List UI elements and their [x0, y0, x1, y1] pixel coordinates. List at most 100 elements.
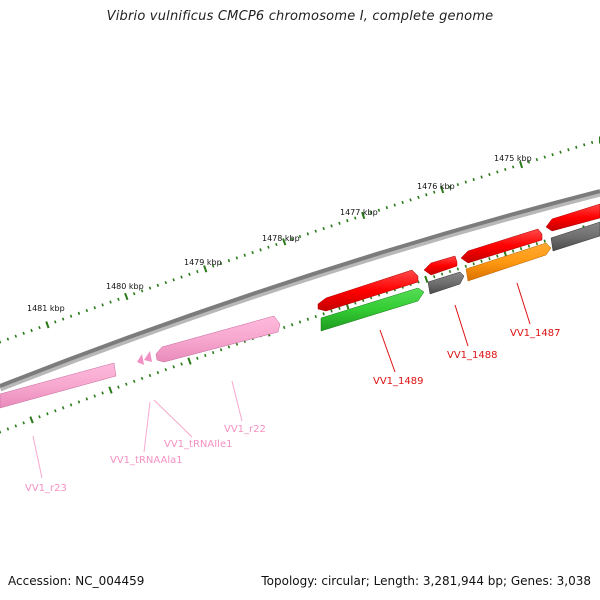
ruler-minor-tick [527, 160, 531, 164]
ruler-minor-tick [543, 155, 546, 159]
ruler-minor-tick [196, 270, 199, 274]
tick-label-1475: 1475 kbp [494, 154, 532, 163]
tick-label-1477: 1477 kbp [340, 208, 378, 217]
ruler-minor-tick [559, 150, 562, 154]
ruler-minor-tick [180, 362, 183, 366]
gene-arrow-gray-small[interactable] [427, 271, 465, 295]
ruler-minor-tick [235, 342, 239, 346]
leader-vv1-r22 [231, 380, 243, 422]
ruler-minor-tick [30, 328, 33, 333]
ruler-minor-tick [227, 259, 231, 263]
trna-arrow-vv1-trnaile1[interactable] [144, 351, 152, 362]
gene-label-vv1-1488[interactable]: VV1_1488 [447, 350, 498, 361]
ruler-minor-tick [346, 219, 349, 223]
gene-arrow-red-right[interactable] [545, 203, 600, 232]
gene-arrow-vv1-1489[interactable] [317, 269, 419, 312]
ruler-minor-tick [211, 351, 215, 355]
ruler-minor-tick [282, 325, 286, 330]
ruler-minor-tick [148, 286, 152, 290]
ruler-major-tick [440, 185, 445, 194]
ruler-minor-tick [519, 247, 523, 251]
label-leaders [32, 282, 531, 479]
ruler-minor-tick [464, 264, 467, 268]
ruler-minor-tick [385, 206, 389, 210]
tick-label-1480: 1480 kbp [106, 282, 144, 291]
ruler-minor-tick [543, 239, 546, 243]
ruler-minor-tick [330, 224, 333, 228]
ruler-minor-tick [219, 348, 223, 352]
gene-arrow-orange[interactable] [465, 242, 552, 282]
ruler-minor-tick [132, 292, 136, 296]
ruler-minor-tick [243, 253, 246, 257]
leader-vv1-trnaile1 [153, 399, 193, 438]
ruler-minor-tick [227, 345, 231, 349]
ruler-minor-tick [298, 320, 302, 324]
leader-vv1-trnaala1 [143, 401, 151, 453]
ruler-minor-tick [472, 262, 475, 266]
ruler-minor-tick [0, 430, 2, 434]
tick-label-1481: 1481 kbp [27, 304, 65, 313]
gene-arrow-red-mid[interactable] [460, 228, 543, 264]
map-title: Vibrio vulnificus CMCP6 chromosome I, co… [106, 9, 494, 24]
ruler-minor-tick [196, 356, 199, 360]
ruler-minor-tick [132, 379, 136, 383]
trna-arrow-vv1-trnaala1[interactable] [137, 354, 144, 365]
leader-vv1-r23 [32, 435, 43, 479]
ruler-major-tick [203, 265, 208, 273]
ruler-minor-tick [85, 308, 89, 313]
ruler-minor-tick [172, 278, 175, 282]
gene-arrow-gray-right[interactable] [550, 221, 600, 252]
gene-label-vv1-1489[interactable]: VV1_1489 [373, 376, 424, 387]
gene-arrow-green[interactable] [320, 287, 425, 332]
ruler-minor-tick [54, 320, 57, 324]
tick-label-1478: 1478 kbp [262, 234, 300, 243]
ruler-minor-tick [0, 340, 2, 344]
outer-ruler [0, 136, 600, 344]
ruler-minor-tick [488, 172, 491, 177]
ruler-minor-tick [61, 406, 65, 410]
ruler-minor-tick [93, 306, 96, 310]
ruler-major-tick [361, 211, 366, 220]
ruler-minor-tick [61, 317, 65, 321]
ruler-minor-tick [472, 177, 475, 182]
gene-arrow-small-red[interactable] [423, 255, 458, 276]
ruler-minor-tick [440, 272, 444, 276]
gene-label-vv1-1487[interactable]: VV1_1487 [510, 328, 561, 339]
ruler-minor-tick [148, 373, 152, 378]
ruler-minor-tick [140, 289, 144, 293]
ruler-minor-tick [511, 249, 515, 253]
ruler-minor-tick [235, 256, 239, 260]
rrna-arrow-vv1-r23[interactable] [0, 362, 117, 409]
ruler-minor-tick [322, 312, 325, 316]
ruler-minor-tick [433, 190, 436, 194]
ruler-minor-tick [567, 148, 570, 152]
ruler-minor-tick [504, 167, 507, 172]
ruler-minor-tick [22, 421, 25, 425]
rrna-arrow-vv1-r22[interactable] [155, 315, 281, 363]
ruler-minor-tick [401, 200, 404, 205]
ruler-minor-tick [354, 216, 357, 220]
ruler-minor-tick [306, 232, 310, 236]
rna-features [0, 315, 281, 409]
ruler-minor-tick [219, 261, 223, 265]
ruler-minor-tick [377, 208, 381, 212]
ruler-minor-tick [290, 237, 294, 241]
ruler-minor-tick [14, 424, 18, 428]
gene-label-vv1-trnaile1[interactable]: VV1_tRNAIle1 [164, 439, 232, 450]
gene-label-vv1-r22[interactable]: VV1_r22 [224, 424, 266, 435]
gene-label-vv1-trnaala1[interactable]: VV1_tRNAAla1 [110, 455, 183, 466]
leader-vv1-1489 [379, 329, 396, 373]
ruler-major-tick [282, 238, 287, 246]
ruler-minor-tick [535, 157, 539, 162]
ruler-major-tick [124, 292, 129, 301]
ruler-minor-tick [314, 229, 317, 233]
ruler-minor-tick [464, 180, 467, 184]
genome-summary-text: Topology: circular; Length: 3,281,944 bp… [261, 574, 591, 588]
ruler-minor-tick [6, 427, 10, 431]
gene-label-vv1-r23[interactable]: VV1_r23 [25, 483, 67, 494]
ruler-minor-tick [488, 257, 491, 261]
leader-vv1-1487 [516, 282, 531, 325]
ruler-minor-tick [164, 281, 168, 285]
ruler-minor-tick [101, 391, 104, 395]
